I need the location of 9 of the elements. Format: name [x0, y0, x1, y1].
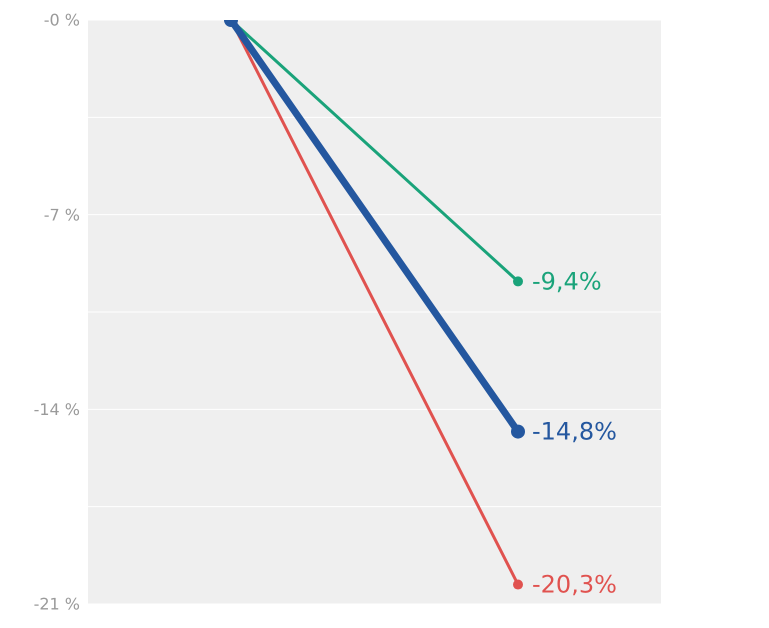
- data-label: -14,8%: [532, 418, 617, 446]
- y-tick-label: -14 %: [34, 400, 80, 420]
- data-label: -9,4%: [532, 267, 602, 296]
- point: [511, 424, 525, 439]
- y-tick-label: -21 %: [34, 594, 80, 614]
- data-label: -20,3%: [532, 570, 617, 599]
- y-tick-label: -7 %: [44, 205, 80, 224]
- y-tick-label: -0 %: [44, 10, 80, 30]
- point: [513, 580, 523, 590]
